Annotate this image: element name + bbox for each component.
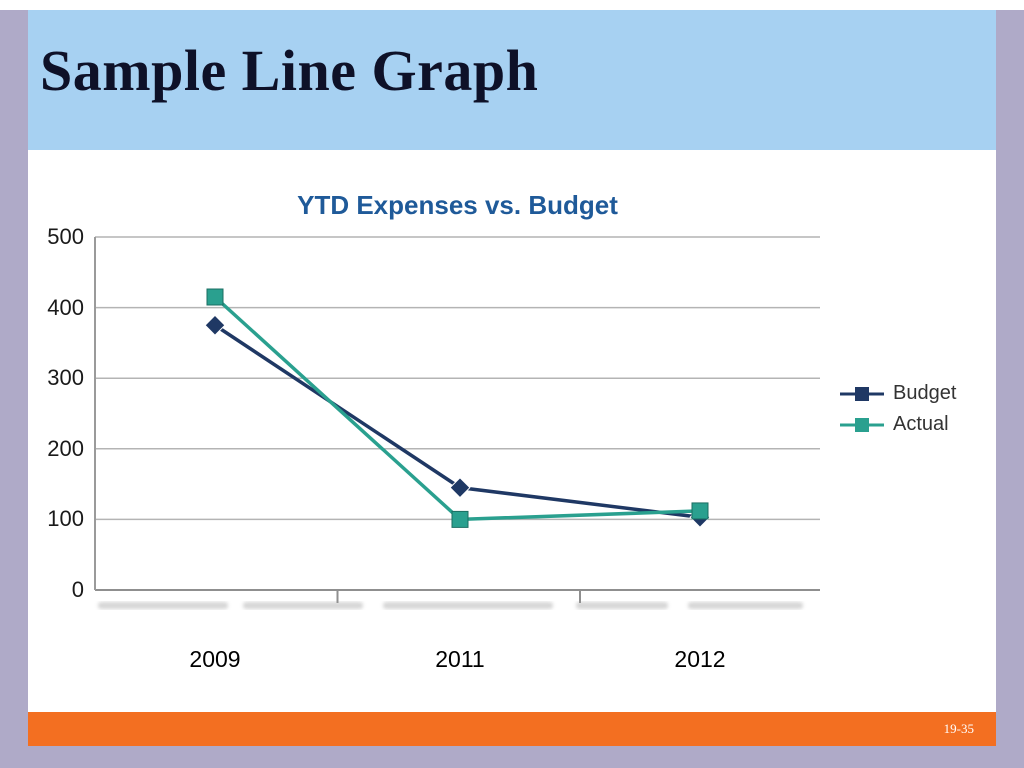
legend-marker-budget xyxy=(840,386,884,401)
y-axis-tick-label: 400 xyxy=(47,294,84,320)
chart-legend: Budget Actual xyxy=(840,382,956,436)
diamond-marker-budget xyxy=(204,314,226,336)
blurred-axis-text xyxy=(576,602,668,609)
y-axis-tick-label: 200 xyxy=(47,435,84,461)
diamond-marker-budget xyxy=(449,477,471,499)
x-axis-category-label: 2009 xyxy=(189,646,241,672)
page-number: 19-35 xyxy=(943,721,974,736)
blurred-axis-text xyxy=(243,602,363,609)
blurred-axis-text xyxy=(688,602,803,609)
slide-header: Sample Line Graph xyxy=(28,10,996,150)
chart-area: YTD Expenses vs. Budget 0 100 200 300 400 500… xyxy=(28,150,996,712)
square-marker-actual xyxy=(206,288,224,306)
x-axis-category-label: 2012 xyxy=(674,646,726,672)
blurred-axis-text xyxy=(98,602,228,609)
legend-marker-actual xyxy=(840,417,884,432)
slide-title: Sample Line Graph xyxy=(40,38,539,103)
square-marker-actual xyxy=(691,502,709,520)
legend-item-budget: Budget xyxy=(840,382,956,405)
legend-label: Budget xyxy=(893,382,957,404)
blurred-axis-text xyxy=(383,602,553,609)
top-white-strip xyxy=(0,0,1024,10)
chart-title: YTD Expenses vs. Budget xyxy=(297,190,618,220)
legend-item-actual: Actual xyxy=(840,413,956,436)
y-axis-tick-label: 300 xyxy=(47,365,84,391)
x-axis-category-label: 2011 xyxy=(435,646,485,672)
line-chart xyxy=(94,236,820,609)
square-marker-actual xyxy=(451,510,469,528)
y-axis-tick-label: 100 xyxy=(47,506,84,532)
legend-label: Actual xyxy=(893,413,949,435)
y-axis-tick-label: 500 xyxy=(47,224,84,249)
y-axis-tick-label: 0 xyxy=(71,577,84,602)
footer-bar: 19-35 xyxy=(28,712,996,746)
slide: Sample Line Graph YTD Expenses vs. Budge… xyxy=(28,10,996,746)
